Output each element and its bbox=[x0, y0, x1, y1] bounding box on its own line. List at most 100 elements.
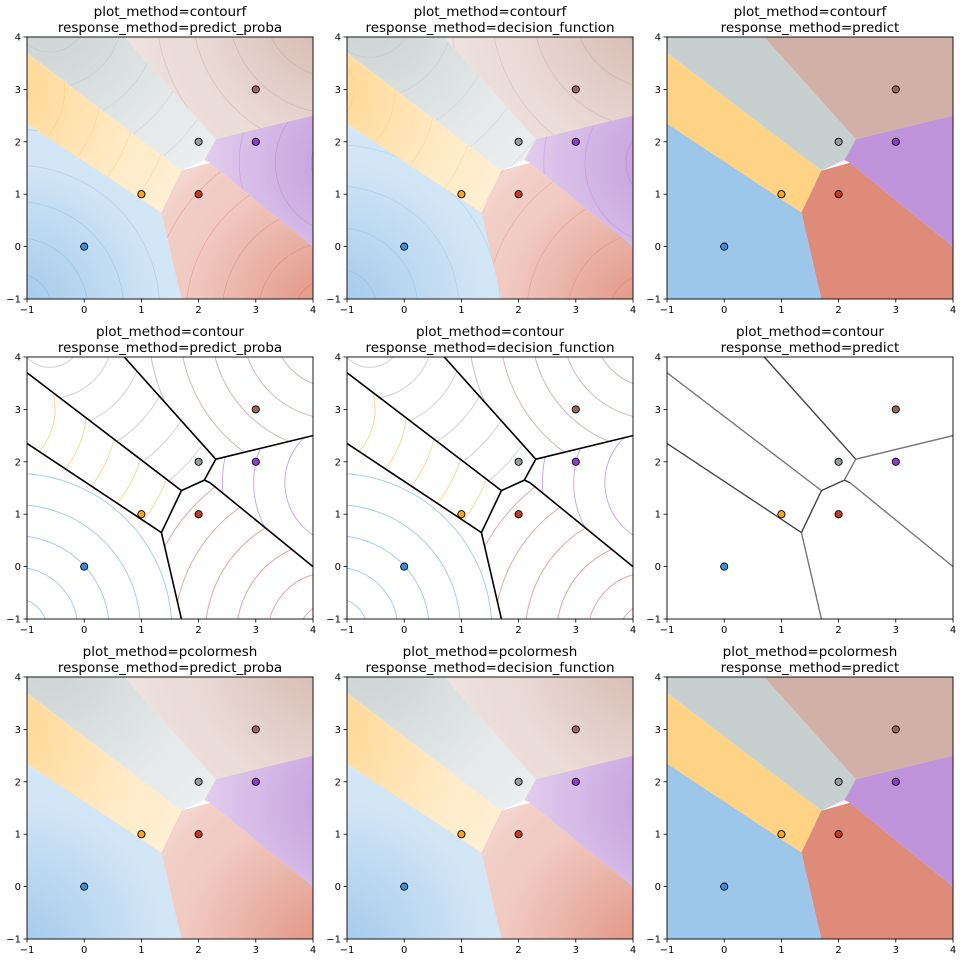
class-region bbox=[27, 677, 216, 811]
y-tick-label: −1 bbox=[326, 295, 341, 306]
x-tick-label: 2 bbox=[515, 625, 521, 636]
data-point bbox=[80, 882, 89, 891]
class-region bbox=[667, 692, 822, 853]
y-tick-label: −1 bbox=[326, 615, 341, 626]
contour-line bbox=[347, 357, 402, 368]
x-tick-label: 2 bbox=[835, 945, 841, 956]
y-tick-label: 3 bbox=[655, 85, 661, 96]
subplot-title-line1: plot_method=pcolormesh bbox=[403, 644, 578, 660]
y-tick-label: 0 bbox=[15, 242, 21, 253]
class-region bbox=[444, 677, 633, 780]
data-point bbox=[80, 562, 89, 571]
decision-boundary bbox=[855, 434, 953, 460]
class-region bbox=[524, 115, 633, 247]
contour-line bbox=[347, 372, 376, 473]
decision-boundary bbox=[529, 482, 633, 568]
contour-line bbox=[27, 37, 87, 53]
data-point bbox=[251, 137, 260, 146]
y-tick-label: 2 bbox=[655, 777, 661, 788]
x-tick-label: 4 bbox=[310, 305, 316, 316]
y-tick-label: 0 bbox=[655, 242, 661, 253]
data-point bbox=[891, 85, 900, 94]
y-tick-label: 4 bbox=[655, 33, 661, 44]
y-tick-label: 4 bbox=[655, 673, 661, 684]
y-tick-label: 4 bbox=[15, 673, 21, 684]
decision-boundary bbox=[501, 479, 525, 492]
data-point bbox=[834, 137, 843, 146]
class-region bbox=[667, 52, 822, 213]
decision-boundary bbox=[209, 482, 313, 568]
subplot-4: −1 0 1 2 3 4 −1 0 1 2 3 4 plot_method=contourrespons… bbox=[6, 324, 316, 636]
subplot-title-line1: plot_method=contour bbox=[736, 324, 884, 340]
y-tick-label: 2 bbox=[655, 137, 661, 148]
x-tick-label: 1 bbox=[778, 945, 784, 956]
class-region bbox=[27, 37, 216, 171]
subplot-title-line2: response_method=decision_function bbox=[365, 340, 614, 356]
contour-line bbox=[347, 52, 355, 131]
contour-line bbox=[253, 435, 313, 567]
y-tick-label: 1 bbox=[335, 190, 341, 201]
subplot-title-line1: plot_method=contour bbox=[96, 324, 244, 340]
x-tick-label: 3 bbox=[893, 305, 899, 316]
data-point bbox=[194, 510, 203, 519]
class-region bbox=[347, 692, 502, 853]
class-region bbox=[764, 677, 953, 780]
class-region bbox=[524, 755, 633, 887]
y-tick-label: −1 bbox=[6, 935, 21, 946]
class-region bbox=[204, 115, 313, 247]
x-tick-label: 2 bbox=[515, 945, 521, 956]
x-tick-label: 3 bbox=[573, 945, 579, 956]
decision-boundary bbox=[763, 357, 857, 460]
x-tick-label: −1 bbox=[340, 625, 355, 636]
x-tick-label: −1 bbox=[20, 945, 35, 956]
axes-frame bbox=[26, 356, 314, 620]
y-tick-label: 3 bbox=[335, 725, 341, 736]
decision-boundary bbox=[843, 458, 857, 481]
x-tick-label: 2 bbox=[195, 625, 201, 636]
class-region bbox=[124, 677, 313, 780]
contour-line bbox=[541, 435, 633, 567]
x-tick-label: −1 bbox=[660, 945, 675, 956]
x-tick-label: 1 bbox=[458, 305, 464, 316]
class-region bbox=[27, 763, 182, 939]
class-region bbox=[347, 677, 536, 811]
decision-boundary bbox=[821, 479, 845, 492]
data-point bbox=[400, 242, 409, 251]
y-tick-label: −1 bbox=[6, 615, 21, 626]
subplot-1: −1 0 1 2 3 4 −1 0 1 2 3 4 plot_method=contourfrespon… bbox=[6, 4, 316, 316]
class-region bbox=[667, 123, 822, 299]
decision-boundary bbox=[667, 372, 822, 492]
y-tick-label: −1 bbox=[646, 295, 661, 306]
x-tick-label: 2 bbox=[195, 945, 201, 956]
x-tick-label: 3 bbox=[253, 305, 259, 316]
contour-line bbox=[347, 52, 396, 173]
contour-line bbox=[27, 372, 56, 473]
x-tick-label: 0 bbox=[721, 945, 727, 956]
contour-line bbox=[221, 435, 313, 567]
decision-boundary bbox=[160, 490, 183, 533]
contour-line bbox=[625, 121, 633, 205]
data-point bbox=[194, 137, 203, 146]
axes-frame bbox=[346, 356, 634, 620]
decision-boundary bbox=[181, 479, 205, 492]
data-point bbox=[80, 242, 89, 251]
contour-line bbox=[274, 115, 313, 236]
x-tick-label: 3 bbox=[573, 305, 579, 316]
subplot-title-line1: plot_method=pcolormesh bbox=[83, 644, 258, 660]
y-tick-label: 1 bbox=[335, 510, 341, 521]
plot-background bbox=[347, 357, 633, 619]
decision-boundary bbox=[215, 434, 313, 460]
x-tick-label: −1 bbox=[340, 305, 355, 316]
y-tick-label: −1 bbox=[326, 935, 341, 946]
plot-area bbox=[27, 357, 313, 619]
data-point bbox=[834, 457, 843, 466]
subplot-title-line2: response_method=predict_proba bbox=[58, 20, 282, 36]
data-point bbox=[777, 510, 786, 519]
x-tick-label: 2 bbox=[195, 305, 201, 316]
data-point bbox=[514, 457, 523, 466]
y-tick-label: 3 bbox=[15, 85, 21, 96]
class-region bbox=[667, 763, 822, 939]
subplot-3: −1 0 1 2 3 4 −1 0 1 2 3 4 plot_method=contourfrespon… bbox=[646, 4, 956, 316]
